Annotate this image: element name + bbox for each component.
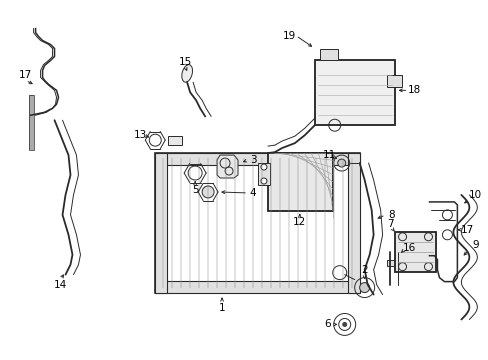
Bar [386, 260, 400, 266]
Text: 11: 11 [323, 150, 336, 160]
Text: 17: 17 [19, 71, 32, 80]
Text: 14: 14 [54, 280, 67, 289]
Circle shape [261, 164, 266, 170]
Circle shape [337, 159, 345, 167]
Bar [258, 163, 269, 185]
Bar [394, 232, 436, 272]
Circle shape [342, 323, 346, 327]
Text: 9: 9 [471, 240, 478, 250]
Text: 7: 7 [386, 219, 393, 229]
Circle shape [261, 178, 266, 184]
Text: 15: 15 [178, 58, 191, 67]
Text: 2: 2 [361, 265, 367, 275]
Text: 8: 8 [387, 210, 394, 220]
Text: 6: 6 [324, 319, 330, 329]
Bar [314, 60, 394, 125]
Text: 19: 19 [283, 31, 296, 41]
Ellipse shape [182, 65, 192, 82]
Bar [267, 153, 332, 211]
Bar [29, 95, 34, 150]
Text: 16: 16 [402, 243, 415, 253]
Bar [155, 153, 167, 293]
Bar [394, 232, 436, 272]
Text: 1: 1 [218, 302, 225, 312]
Bar [155, 153, 359, 165]
Text: 3: 3 [249, 155, 256, 165]
Text: 10: 10 [468, 190, 481, 200]
Text: 18: 18 [407, 85, 420, 95]
Text: 12: 12 [293, 217, 306, 227]
Bar [319, 49, 337, 60]
Text: 4: 4 [249, 188, 256, 198]
Bar [267, 153, 332, 211]
Bar [386, 75, 401, 87]
Text: 5: 5 [191, 185, 198, 195]
Circle shape [202, 186, 214, 198]
Circle shape [359, 283, 369, 293]
Bar [29, 95, 34, 150]
Bar [155, 280, 359, 293]
Text: 13: 13 [133, 130, 146, 140]
Bar [347, 153, 359, 293]
Bar [155, 153, 359, 293]
Bar [314, 60, 394, 125]
Polygon shape [217, 155, 238, 178]
Text: 17: 17 [460, 225, 473, 235]
Bar [168, 136, 182, 145]
